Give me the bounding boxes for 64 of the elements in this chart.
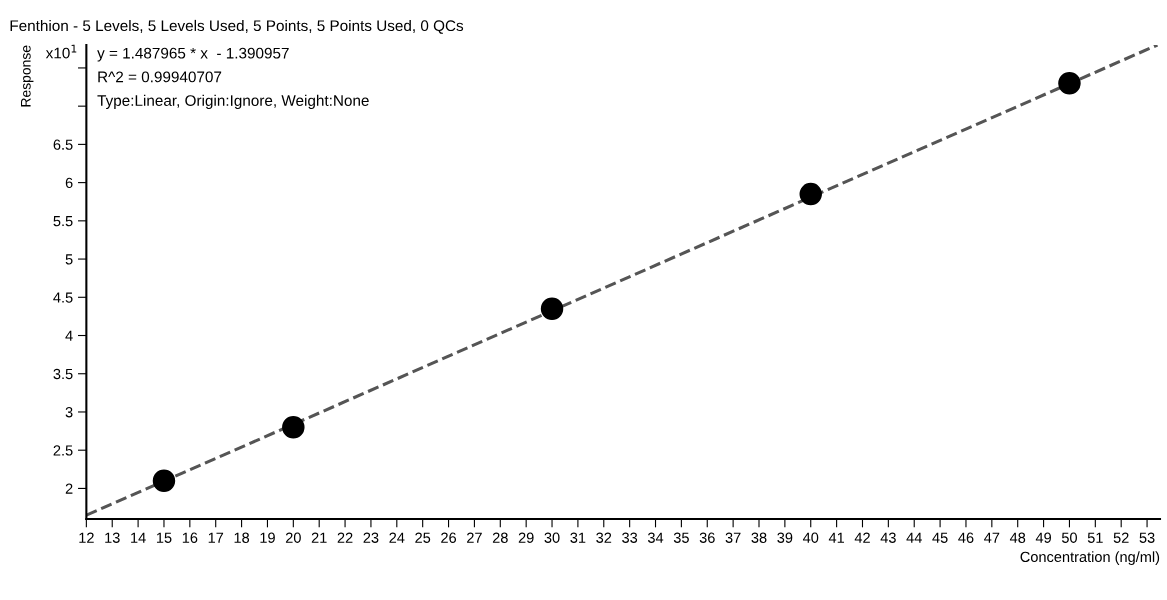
x-tick-label: 13 [105, 532, 120, 543]
x-tick-label: 28 [492, 532, 508, 543]
x-tick-label: 38 [751, 532, 767, 543]
x-tick-label: 35 [673, 532, 689, 543]
x-tick-label: 45 [932, 532, 948, 543]
x-tick-label: 21 [311, 532, 327, 543]
x-tick-label: 34 [647, 532, 664, 543]
x-tick-label: 42 [854, 532, 870, 543]
x-tick-label: 50 [1061, 532, 1077, 543]
annotation: Type:Linear, Origin:Ignore, Weight:None [97, 94, 369, 109]
y-axis-title: Response [21, 45, 34, 107]
x-tick-label: 29 [518, 532, 534, 543]
x-tick-label: 30 [544, 532, 560, 543]
y-tick-label: 5.5 [53, 216, 73, 227]
x-tick-label: 16 [182, 532, 198, 543]
annotation: y = 1.487965 * x - 1.390957 [97, 47, 289, 62]
x-axis-title: Concentration (ng/ml) [1020, 551, 1160, 565]
x-tick-label: 40 [802, 532, 819, 543]
x-tick-label: 37 [725, 532, 741, 543]
x-tick-label: 36 [699, 532, 715, 543]
y-tick-label: 6.5 [53, 139, 73, 150]
x-tick-label: 41 [828, 532, 845, 543]
chart-title: Fenthion - 5 Levels, 5 Levels Used, 5 Points, 5 Points Used, 0 QCs [10, 19, 464, 34]
point [799, 182, 822, 206]
y-tick-label: 5 [65, 254, 73, 265]
x-tick-label: 48 [1009, 532, 1026, 543]
x-tick-label: 32 [596, 532, 612, 543]
x-tick-label: 39 [777, 532, 793, 543]
y-tick-label: 4.5 [53, 292, 73, 303]
x-tick-label: 33 [622, 532, 638, 543]
x-tick-label: 19 [260, 532, 275, 543]
x-tick-label: 43 [880, 532, 896, 543]
x-tick-label: 49 [1035, 532, 1051, 543]
x-tick-label: 51 [1087, 532, 1103, 543]
x-tick-label: 27 [467, 532, 482, 543]
x-tick-label: 26 [441, 532, 457, 543]
point [540, 297, 564, 320]
x-tick-label: 52 [1113, 532, 1129, 543]
x-tick-label: 44 [906, 532, 922, 543]
x-tick-label: 31 [570, 532, 586, 543]
x-tick-label: 24 [389, 532, 405, 543]
point [1058, 71, 1081, 95]
x-tick-label: 22 [337, 532, 353, 543]
point [282, 416, 305, 439]
y-tick-label: 3 [65, 407, 73, 418]
point [152, 469, 176, 493]
y-tick-label: 3.5 [53, 368, 73, 380]
y-tick-label: 2 [65, 483, 73, 494]
x-tick-label: 18 [234, 532, 250, 543]
x-tick-label: 20 [285, 532, 301, 543]
x-tick-label: 17 [208, 532, 224, 543]
x-tick-label: 25 [415, 532, 431, 543]
x-tick-label: 53 [1139, 532, 1155, 543]
y-tick-label: 4 [65, 330, 73, 341]
text: x10$^{1}$ [45, 44, 77, 59]
x-tick-label: 14 [131, 532, 146, 543]
x-tick-label: 15 [156, 532, 172, 543]
x-tick-label: 46 [958, 532, 974, 543]
x-tick-label: 12 [79, 532, 94, 543]
y-tick-label: 6 [65, 177, 73, 189]
x-tick-label: 47 [984, 532, 1000, 543]
y-tick-label: 2.5 [53, 445, 73, 456]
annotation: R^2 = 0.99940707 [98, 71, 222, 83]
x-tick-label: 23 [363, 532, 379, 543]
